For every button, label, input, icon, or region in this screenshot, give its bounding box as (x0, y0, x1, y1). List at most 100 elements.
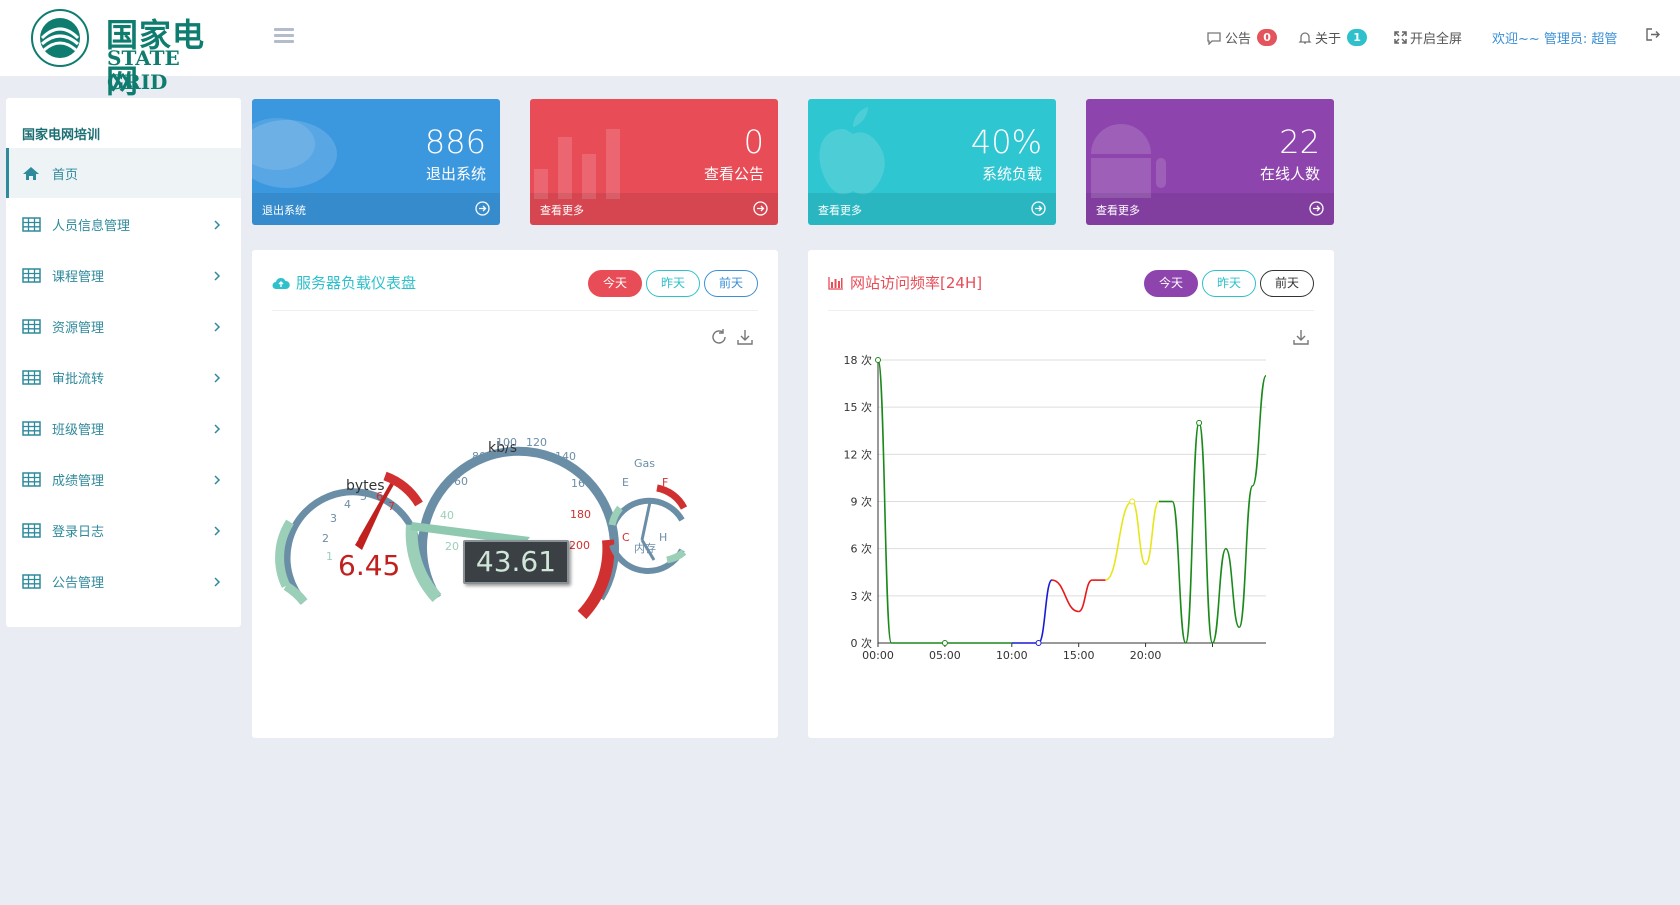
logo-cn-text: 国家电网 (106, 16, 206, 100)
sidebar-item-8[interactable]: 公告管理 (6, 556, 241, 606)
series-line-segment (1251, 374, 1267, 487)
stat-label: 在线人数 (1259, 165, 1320, 183)
top-header: 国家电网 STATE GRID 公告 0 关于 1 开启全屏 欢迎~~ 管理员:… (0, 0, 1680, 100)
sidebar-item-3[interactable]: 资源管理 (6, 301, 241, 351)
stat-card-1[interactable]: 0 查看公告查看更多 (530, 99, 778, 225)
user-welcome-text: 欢迎~~ 管理员: 超管 (1492, 32, 1618, 47)
sidebar-item-label: 审批流转 (52, 371, 105, 387)
speed-tick-label: 60 (454, 475, 468, 488)
gauge-tab-yesterday[interactable]: 昨天 (646, 270, 700, 297)
series-line-segment (877, 359, 893, 644)
gauge-tab-day-before[interactable]: 前天 (704, 270, 758, 297)
bytes-value-readout: 6.45 (338, 549, 401, 582)
data-point (1129, 498, 1136, 505)
arrow-circle-right-icon (1309, 201, 1324, 216)
traffic-panel: 网站访问频率[24H] 今天 昨天 前天 0 次 3 次 6 次 9 次 12 次 15 … (808, 250, 1334, 738)
globe-logo-icon (31, 9, 89, 67)
stat-card-footer[interactable]: 查看更多 (808, 193, 1056, 225)
memory-label: 内存 (634, 542, 656, 555)
table-icon (22, 471, 42, 487)
sidebar-item-6[interactable]: 成绩管理 (6, 454, 241, 504)
sidebar-item-label: 班级管理 (52, 422, 105, 438)
sidebar-item-5[interactable]: 班级管理 (6, 403, 241, 453)
chevron-right-icon (213, 267, 221, 286)
gauge-tab-today[interactable]: 今天 (588, 270, 642, 297)
user-welcome-link[interactable]: 欢迎~~ 管理员: 超管 (1492, 28, 1617, 47)
stat-card-footer[interactable]: 查看更多 (1086, 193, 1334, 225)
traffic-tab-yesterday[interactable]: 昨天 (1202, 270, 1256, 297)
state-grid-logo[interactable]: 国家电网 STATE GRID (30, 6, 230, 100)
series-line-segment (1211, 547, 1227, 644)
arrow-circle-right-icon (1031, 201, 1046, 216)
speed-tick-label: 100 (496, 436, 517, 449)
panel-divider (828, 310, 1314, 311)
table-icon (22, 318, 42, 334)
stat-label: 系统负载 (981, 165, 1042, 183)
traffic-tab-day-before[interactable]: 前天 (1260, 270, 1314, 297)
chat-bubble-icon (252, 99, 372, 203)
bytes-tick-label: 1 (326, 550, 333, 563)
speed-value-readout: 43.61 (463, 540, 569, 584)
sidebar-item-4[interactable]: 审批流转 (6, 352, 241, 402)
stat-card-0[interactable]: 886 退出系统 退出系统 (252, 99, 500, 225)
series-line-segment (1171, 500, 1187, 644)
y-tick-label: 12 次 (844, 447, 873, 461)
sidebar-item-7[interactable]: 登录日志 (6, 505, 241, 555)
gas-tick-f: F (662, 476, 669, 489)
about-count-badge: 1 (1347, 29, 1368, 46)
traffic-panel-title: 网站访问频率[24H] (828, 272, 982, 293)
download-icon[interactable] (736, 328, 754, 346)
chevron-right-icon (213, 420, 221, 439)
bytes-tick-label: 3 (330, 512, 337, 525)
sidebar-item-label: 公告管理 (52, 575, 105, 591)
table-icon (22, 522, 42, 538)
chevron-right-icon (213, 522, 221, 541)
gauge-panel: 服务器负载仪表盘 今天 昨天 前天 (252, 250, 778, 738)
y-tick-label: 15 次 (844, 400, 873, 414)
stat-card-3[interactable]: 22 在线人数 查看更多 (1086, 99, 1334, 225)
sidebar-item-2[interactable]: 课程管理 (6, 250, 241, 300)
series-line-segment (1037, 579, 1053, 644)
home-icon (22, 165, 42, 181)
chevron-right-icon (213, 573, 221, 592)
stat-card-footer[interactable]: 查看更多 (530, 193, 778, 225)
sidebar-item-label: 首页 (52, 167, 79, 183)
sidebar-title: 国家电网培训 (22, 128, 101, 143)
x-tick-label: 05:00 (929, 649, 961, 662)
menu-bar-icon (274, 28, 294, 31)
stat-card-2[interactable]: 40% 系统负载 查看更多 (808, 99, 1056, 225)
cloud-upload-icon (272, 277, 290, 289)
data-point (1196, 419, 1203, 426)
x-tick-label: 20:00 (1130, 649, 1162, 662)
fullscreen-button[interactable]: 开启全屏 (1394, 28, 1462, 47)
table-icon (22, 216, 42, 232)
x-tick-label: 10:00 (996, 649, 1028, 662)
stat-footer-label: 查看更多 (818, 204, 862, 217)
data-point (1035, 640, 1042, 646)
gas-memory-gauge (608, 484, 688, 574)
chevron-right-icon (213, 471, 221, 490)
series-line-segment (1238, 484, 1254, 629)
speed-tick-label: 80 (472, 450, 486, 463)
refresh-icon[interactable] (710, 328, 728, 346)
about-link[interactable]: 关于 1 (1298, 28, 1368, 47)
menu-toggle-button[interactable] (274, 28, 294, 44)
series-line-segment (1184, 422, 1200, 644)
y-tick-label: 3 次 (851, 589, 873, 603)
bytes-tick-label: 2 (322, 532, 329, 545)
series-line-segment (1131, 500, 1147, 566)
stat-label: 查看公告 (703, 165, 764, 183)
traffic-tab-today[interactable]: 今天 (1144, 270, 1198, 297)
table-icon (22, 369, 42, 385)
notice-link[interactable]: 公告 0 (1206, 28, 1278, 47)
sidebar-item-0[interactable]: 首页 (6, 148, 241, 198)
expand-icon (1394, 31, 1407, 44)
stat-card-footer[interactable]: 退出系统 (252, 193, 500, 225)
chevron-right-icon (213, 369, 221, 388)
download-icon[interactable] (1292, 328, 1310, 346)
sidebar-item-1[interactable]: 人员信息管理 (6, 199, 241, 249)
menu-bar-icon (274, 34, 294, 37)
mem-tick-c: C (622, 531, 630, 544)
logout-button[interactable] (1646, 28, 1660, 41)
stat-value: 0 (743, 123, 764, 161)
